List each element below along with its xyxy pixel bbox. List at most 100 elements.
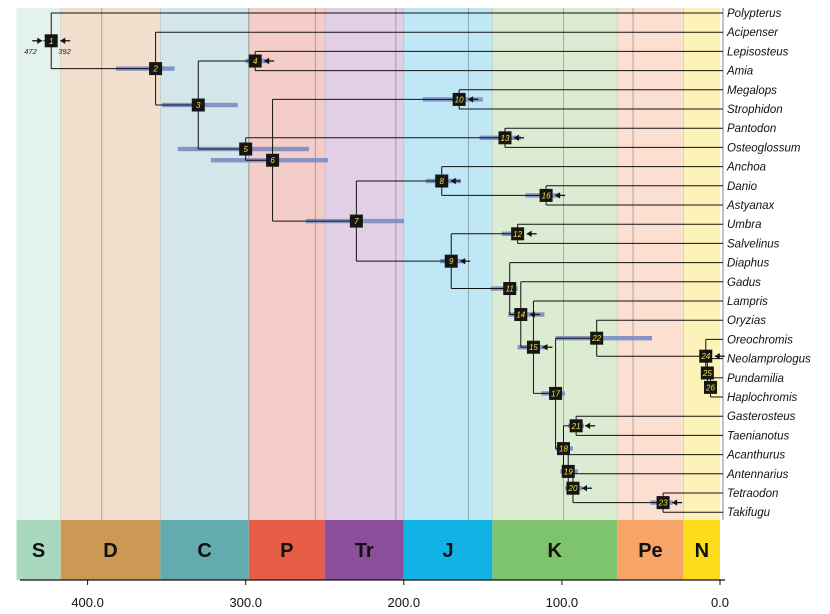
node-marker-10	[452, 92, 466, 106]
node-markers: 1234567891011121314151617181920212223242…	[44, 34, 718, 510]
period-label-D: D	[103, 540, 117, 562]
period-label-J: J	[443, 540, 454, 562]
calibration-arrowhead	[581, 485, 587, 492]
calibration-arrowhead	[513, 134, 519, 141]
calibration-arrowhead	[468, 96, 474, 103]
period-bar-P	[248, 520, 325, 580]
calibration-arrowhead	[529, 311, 535, 318]
node-marker-7	[349, 214, 363, 228]
node-marker-25	[700, 366, 714, 380]
node-marker-9	[444, 254, 458, 268]
taxon-label: Amia	[726, 66, 753, 78]
period-label-P: P	[280, 540, 293, 562]
period-band-Tr	[324, 8, 404, 520]
calibration-arrowhead	[714, 353, 720, 360]
node-marker-26	[704, 380, 718, 394]
taxon-label: Taenianotus	[727, 430, 789, 442]
taxon-label: Acanthurus	[726, 450, 785, 462]
node-label-9: 9	[449, 257, 454, 266]
root-bound-labels: 392 472	[24, 47, 71, 56]
node-marker-6	[266, 153, 280, 167]
node-label-8: 8	[440, 177, 445, 186]
calibration-arrowhead	[60, 37, 66, 45]
node-marker-11	[503, 282, 517, 296]
period-label-Tr: Tr	[355, 540, 374, 562]
node-marker-3	[191, 98, 205, 112]
taxon-label: Gadus	[727, 277, 761, 289]
period-band-N	[683, 8, 720, 520]
node-label-11: 11	[506, 285, 514, 294]
x-tick-label: 300.0	[229, 595, 262, 610]
epoch-lines	[60, 8, 724, 520]
node-label-17: 17	[551, 389, 560, 398]
taxon-label: Lampris	[727, 296, 768, 308]
period-label-S: S	[32, 540, 45, 562]
tree-branches	[43, 12, 723, 513]
taxon-label: Tetraodon	[727, 488, 778, 500]
node-label-26: 26	[705, 383, 715, 392]
x-tick-label: 400.0	[71, 595, 104, 610]
period-bar-S	[16, 520, 61, 580]
node-marker-17	[549, 386, 563, 400]
taxon-label: Haplochromis	[727, 392, 798, 404]
taxon-label: Salvelinus	[727, 238, 780, 250]
taxon-label: Lepisosteus	[727, 46, 789, 58]
taxon-label: Strophidon	[727, 104, 783, 116]
node-label-20: 20	[568, 484, 578, 493]
period-bar-N	[683, 520, 720, 580]
taxon-label: Danio	[727, 181, 758, 193]
node-label-18: 18	[559, 445, 568, 454]
period-bar-K	[492, 520, 618, 580]
node-label-15: 15	[529, 343, 538, 352]
taxon-label: Antennarius	[726, 469, 789, 481]
node-label-5: 5	[243, 145, 248, 154]
period-bar-D	[60, 520, 161, 580]
node-label-22: 22	[591, 334, 601, 343]
x-tick-label: 100.0	[546, 595, 579, 610]
taxon-label: Takifugu	[727, 507, 771, 519]
period-label-N: N	[695, 540, 709, 562]
node-label-23: 23	[658, 499, 668, 508]
node-marker-4	[248, 54, 262, 68]
period-label-Pe: Pe	[638, 540, 662, 562]
node-marker-5	[239, 142, 253, 156]
taxon-label: Polypterus	[727, 8, 782, 20]
node-label-24: 24	[700, 352, 710, 361]
node-label-21: 21	[571, 422, 581, 431]
period-band-D	[60, 8, 161, 520]
taxon-label: Osteoglossum	[727, 142, 801, 154]
x-tick-label: 0.0	[711, 595, 729, 610]
calibration-arrowhead	[526, 230, 532, 237]
period-bar-Tr	[324, 520, 404, 580]
period-bar-Pe	[617, 520, 684, 580]
node-label-19: 19	[564, 467, 573, 476]
node-marker-12	[511, 227, 525, 241]
geologic-timescale-bar: S D C P Tr J K Pe N	[16, 520, 720, 580]
period-band-C	[160, 8, 249, 520]
taxon-label: Megalops	[727, 85, 777, 97]
node-marker-2	[149, 62, 163, 76]
node-marker-15	[526, 340, 540, 354]
period-band-P	[248, 8, 325, 520]
period-band-Pe	[617, 8, 684, 520]
node-label-2: 2	[152, 65, 158, 74]
confidence-bar-node-22	[555, 336, 653, 341]
taxon-label: Anchoa	[726, 162, 766, 174]
node-marker-20	[566, 481, 580, 495]
node-label-25: 25	[702, 369, 712, 378]
taxon-label: Oryzias	[727, 315, 766, 327]
node-marker-16	[539, 188, 553, 202]
period-bar-C	[160, 520, 249, 580]
calibration-arrowhead	[542, 344, 548, 351]
node-label-6: 6	[270, 156, 275, 165]
calibration-arrowhead	[450, 177, 456, 185]
node-marker-13	[498, 131, 512, 145]
taxon-label: Gasterosteus	[727, 411, 796, 423]
calibration-arrowhead	[672, 499, 678, 506]
node-marker-18	[556, 442, 570, 456]
taxon-label: Oreochromis	[727, 334, 793, 346]
calibration-arrowhead	[460, 257, 466, 265]
time-axis: 400.0 300.0 200.0 100.0 0.0	[20, 579, 729, 610]
node-label-16: 16	[542, 191, 551, 200]
